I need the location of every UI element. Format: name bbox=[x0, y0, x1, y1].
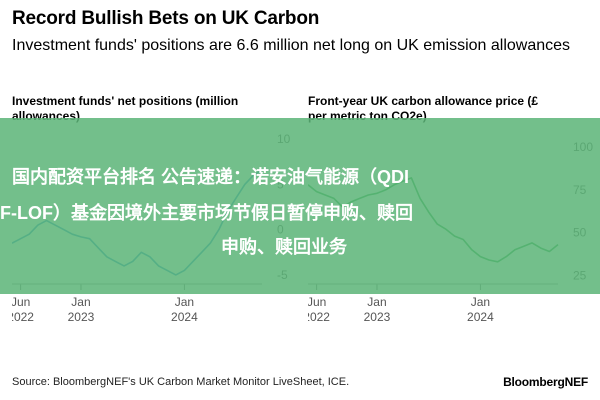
overlay-text-line1: 国内配资平台排名 公告速递：诺安油气能源（QDI bbox=[12, 167, 409, 187]
x-tick-label: Jan bbox=[71, 295, 90, 309]
x-tick-label-year: 2022 bbox=[308, 310, 330, 324]
chart-title: Record Bullish Bets on UK Carbon bbox=[12, 8, 320, 29]
x-tick-label-year: 2024 bbox=[467, 310, 494, 324]
x-tick-label: Jun bbox=[12, 295, 30, 309]
overlay-text-line2: F-LOF）基金因境外主要市场节假日暂停申购、赎回 bbox=[0, 203, 413, 223]
x-tick-label: Jun bbox=[308, 295, 326, 309]
source-note: Source: BloombergNEF's UK Carbon Market … bbox=[12, 376, 350, 388]
x-tick-label: Jan bbox=[471, 295, 490, 309]
x-tick-label-year: 2024 bbox=[171, 310, 198, 324]
brand-logo-text: BloombergNEF bbox=[503, 375, 588, 389]
x-tick-label-year: 2022 bbox=[12, 310, 34, 324]
x-tick-label-year: 2023 bbox=[364, 310, 391, 324]
x-tick-label: Jan bbox=[367, 295, 386, 309]
overlay-banner bbox=[0, 118, 600, 294]
x-tick-label-year: 2023 bbox=[68, 310, 95, 324]
chart-subtitle: Investment funds' positions are 6.6 mill… bbox=[12, 37, 571, 54]
x-tick-label: Jan bbox=[175, 295, 194, 309]
overlay-text-line3: 申购、赎回业务 bbox=[221, 237, 347, 257]
